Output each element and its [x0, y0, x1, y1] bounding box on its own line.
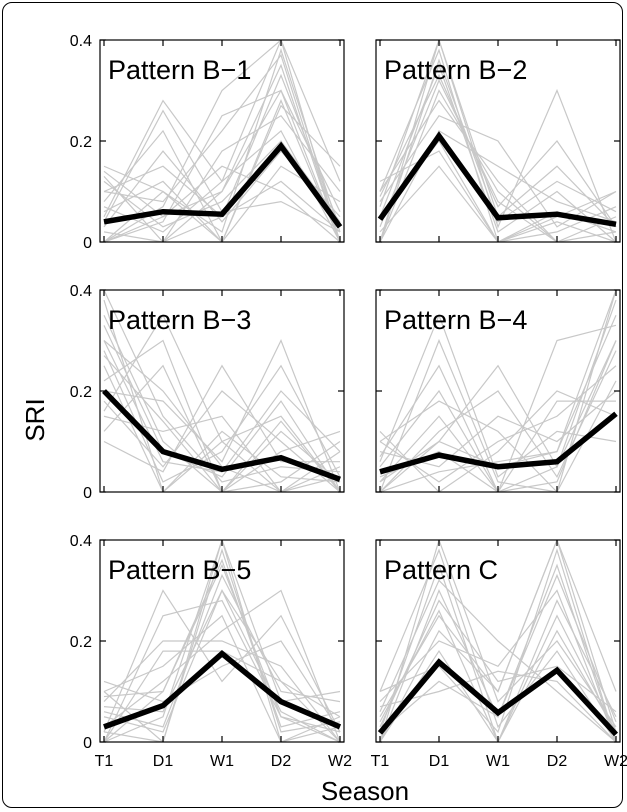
y-tick-label: 0 — [83, 235, 92, 252]
panel-title: Pattern B−4 — [384, 305, 527, 335]
y-tick-label: 0 — [83, 485, 92, 502]
background-series-group — [379, 540, 617, 742]
y-tick-label: 0.4 — [70, 283, 92, 300]
panel-1: 0 0.2 0.4 Pattern B−1 — [70, 33, 345, 252]
background-series-line — [379, 364, 616, 492]
background-series-line — [103, 53, 341, 242]
background-series-line — [103, 640, 341, 742]
background-series-line — [103, 614, 341, 742]
background-series-line — [103, 140, 341, 228]
background-series-line — [103, 640, 341, 733]
panel-title: Pattern B−1 — [108, 55, 251, 85]
background-series-line — [379, 89, 617, 242]
background-series-line — [379, 670, 617, 742]
background-series-line — [379, 165, 617, 242]
x-tick-label: D1 — [429, 753, 450, 770]
y-tick-label: 0.4 — [70, 533, 92, 550]
background-series-line — [379, 340, 617, 483]
panel-4: Pattern B−4 — [375, 289, 621, 493]
background-series-line — [379, 548, 617, 742]
background-series-line — [379, 380, 617, 492]
panel-title: Pattern B−2 — [384, 55, 527, 85]
x-tick-label: T1 — [95, 753, 114, 770]
panel-title: Pattern C — [384, 555, 498, 585]
background-series-line — [379, 573, 617, 733]
panel-2: Pattern B−2 — [375, 39, 621, 243]
background-series-line — [103, 599, 341, 742]
background-series-line — [379, 99, 617, 242]
background-series-line — [103, 589, 341, 742]
background-series-line — [103, 165, 341, 242]
y-tick-label: 0.2 — [70, 634, 92, 651]
background-series-line — [379, 548, 617, 742]
panels-group: 0 0.2 0.4 Pattern B−1 Pattern B−2 0 0.2 0.4 Patt… — [70, 33, 627, 770]
background-series-line — [379, 40, 617, 242]
x-tick-label: D2 — [271, 753, 292, 770]
x-tick-label: T1 — [371, 753, 390, 770]
background-series-line — [103, 40, 341, 242]
x-tick-label: D1 — [153, 753, 174, 770]
background-series-line — [379, 299, 617, 492]
background-series-line — [103, 558, 341, 728]
panel-title: Pattern B−5 — [108, 555, 251, 585]
background-series-line — [103, 339, 341, 492]
x-tick-label: W2 — [604, 753, 627, 770]
panel-5: 0 0.2 0.4 T1 D1 W1 D2 W2 Pattern B−5 — [70, 533, 352, 770]
background-series-line — [379, 540, 617, 742]
x-tick-label: D2 — [547, 753, 568, 770]
mean-series-line — [379, 411, 618, 475]
y-tick-label: 0.2 — [70, 384, 92, 401]
background-series-line — [379, 73, 617, 228]
background-series-line — [379, 540, 617, 742]
background-series-line — [379, 589, 617, 742]
background-series-line — [103, 390, 341, 492]
panel-3: 0 0.2 0.4 Pattern B−3 — [70, 283, 345, 502]
background-series-line — [379, 290, 617, 492]
mean-series-line — [377, 658, 619, 737]
background-series-line — [103, 313, 341, 492]
background-series-line — [103, 89, 341, 242]
background-series-line — [103, 364, 340, 473]
y-tick-label: 0 — [83, 735, 92, 752]
x-tick-label: W1 — [486, 753, 510, 770]
background-series-line — [103, 589, 341, 733]
mean-series-line — [377, 131, 617, 228]
background-series-line — [103, 540, 341, 742]
y-tick-label: 0.4 — [70, 33, 92, 50]
background-series-line — [379, 563, 617, 742]
background-series-line — [103, 89, 341, 242]
mean-series-line — [102, 389, 341, 482]
background-series-line — [379, 579, 617, 742]
x-tick-label: W2 — [328, 753, 352, 770]
background-series-line — [103, 355, 341, 492]
background-series-line — [103, 350, 341, 483]
background-series-line — [379, 58, 617, 242]
background-series-line — [103, 325, 341, 492]
y-tick-label: 0.2 — [70, 134, 92, 151]
x-tick-label: W1 — [210, 753, 234, 770]
background-series-line — [103, 48, 341, 233]
panel-title: Pattern B−3 — [108, 305, 251, 335]
background-series-line — [103, 40, 341, 242]
background-series-line — [379, 313, 617, 478]
background-series-line — [379, 614, 617, 742]
background-series-line — [379, 609, 617, 742]
y-axis-title: SRI — [20, 398, 50, 441]
mean-series-line — [103, 650, 342, 730]
background-series-line — [379, 78, 616, 242]
background-series-line — [103, 573, 341, 728]
mean-series-line — [103, 141, 343, 229]
background-series-line — [103, 104, 341, 242]
panel-6: T1 D1 W1 D2 W2 Pattern C — [371, 539, 627, 770]
background-series-line — [103, 165, 341, 242]
background-series-line — [103, 339, 341, 492]
x-axis-title: Season — [321, 776, 409, 806]
background-series-line — [103, 548, 341, 742]
background-series-line — [103, 99, 341, 242]
